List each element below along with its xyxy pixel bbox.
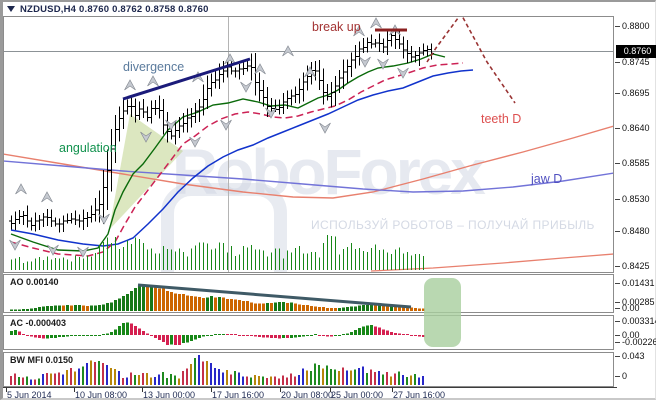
ao-scale-label: 0.01431 <box>622 278 655 288</box>
ao-scale-tick <box>615 283 620 284</box>
fractal-up-icon <box>304 66 316 78</box>
fractal-down-icon <box>359 56 371 68</box>
bwmfi-canvas <box>10 355 424 385</box>
mfi-scale-tick <box>615 356 620 357</box>
fractal-down-icon <box>240 81 252 93</box>
time-axis-tick <box>211 388 212 392</box>
fractal-down-icon <box>165 119 177 131</box>
price-tick-label: 0.8800 <box>622 21 650 31</box>
price-tick-label: 0.8585 <box>622 158 650 168</box>
time-axis-label: 10 Jun 08:00 <box>75 390 128 400</box>
price-tick-label: 0.8640 <box>622 123 650 133</box>
ao-scale-tick <box>615 308 620 309</box>
mfi-scale-label: 0 <box>622 371 628 381</box>
fractal-up-icon <box>254 63 266 75</box>
price-tick-label: 0.8530 <box>622 194 650 204</box>
price-tick-mark <box>615 163 620 164</box>
chart-dropdown-icon[interactable] <box>7 6 15 12</box>
divergence-trendline <box>122 57 251 101</box>
bwmfi-indicator-panel[interactable]: BW MFI 0.0150 <box>3 352 614 387</box>
price-tick-label: 0.8745 <box>622 57 650 67</box>
forecast-line <box>426 17 516 104</box>
ac-canvas <box>10 322 425 345</box>
time-axis-label: 17 Jun 16:00 <box>212 390 265 400</box>
time-axis-tick <box>280 388 281 392</box>
ac-scale-label: -0.00226 <box>622 337 656 347</box>
ac-indicator-label: AC -0.000403 <box>10 318 67 328</box>
ao-indicator-panel[interactable]: AO 0.00140 <box>3 274 614 313</box>
time-axis-tick <box>330 388 331 392</box>
price-tick-mark <box>615 93 620 94</box>
time-axis-label: 20 Jun 08:00 <box>281 390 334 400</box>
fractal-up-icon <box>41 191 53 203</box>
time-axis-tick <box>6 388 7 392</box>
time-axis-tick <box>392 388 393 392</box>
price-tick-mark <box>615 26 620 27</box>
time-axis-label: 27 Jun 16:00 <box>393 390 446 400</box>
fractal-up-icon <box>353 25 365 37</box>
ac-scale-label: 0.00 <box>622 330 640 340</box>
highlight-zone <box>424 278 461 347</box>
chart-title-bar: NZDUSD,H4 0.8760 0.8762 0.8758 0.8760 <box>7 3 209 15</box>
price-chart-canvas[interactable] <box>4 17 613 272</box>
fractal-up-icon <box>224 53 236 65</box>
time-axis-label: 5 Jun 2014 <box>7 390 52 400</box>
fractal-down-icon <box>377 58 389 70</box>
mfi-scale-label: 0.043 <box>622 351 645 361</box>
ao-indicator-label: AO 0.00140 <box>10 277 59 287</box>
ac-scale-tick <box>615 335 620 336</box>
price-tick-mark <box>615 266 620 267</box>
price-tick-mark <box>615 231 620 232</box>
time-axis-label: 25 Jun 00:00 <box>331 390 384 400</box>
ac-indicator-panel[interactable]: AC -0.000403 <box>3 315 614 350</box>
time-axis-label: 13 Jun 00:00 <box>143 390 196 400</box>
price-tick-mark <box>615 128 620 129</box>
fractal-down-icon <box>98 213 110 225</box>
ao-scale-label: 0.00 <box>622 303 640 313</box>
price-tick-mark <box>615 62 620 63</box>
time-axis-line[interactable] <box>3 387 617 388</box>
price-tick-label: 0.8695 <box>622 88 650 98</box>
fractal-up-icon <box>124 79 136 91</box>
fractal-up-icon <box>282 45 294 57</box>
fractal-up-icon <box>147 75 159 87</box>
ac-scale-tick <box>615 342 620 343</box>
ao-scale-tick <box>615 302 620 303</box>
current-price-badge: 0.8760 <box>616 45 656 58</box>
fractal-down-icon <box>220 119 232 131</box>
fractal-down-icon <box>47 244 59 256</box>
fractal-down-icon <box>77 246 89 258</box>
fractal-down-icon <box>397 67 409 79</box>
ac-scale-label: 0.003314 <box>622 316 656 326</box>
price-tick-label: 0.8425 <box>622 261 650 271</box>
time-axis-tick <box>142 388 143 392</box>
ao-trendline <box>137 283 412 309</box>
price-tick-mark <box>615 199 620 200</box>
bwmfi-indicator-label: BW MFI 0.0150 <box>10 355 74 365</box>
fractal-up-icon <box>370 17 382 29</box>
fractal-down-icon <box>265 107 277 119</box>
fractal-down-icon <box>319 122 331 134</box>
time-axis-tick <box>74 388 75 392</box>
mfi-scale-tick <box>615 376 620 377</box>
fractal-down-icon <box>189 136 201 148</box>
ao-scale-label: 0.00285 <box>622 297 655 307</box>
main-chart-panel[interactable]: RoboForex ИСПОЛЬЗУЙ РОБОТОВ – ПОЛУЧАЙ ПР… <box>3 16 614 273</box>
fractal-up-icon <box>15 183 27 195</box>
chart-title: NZDUSD,H4 0.8760 0.8762 0.8758 0.8760 <box>20 3 209 15</box>
fractal-down-icon <box>140 131 152 143</box>
ao-canvas <box>10 283 425 311</box>
price-tick-label: 0.8480 <box>622 226 650 236</box>
fractal-down-icon <box>9 239 21 251</box>
ac-scale-tick <box>615 321 620 322</box>
